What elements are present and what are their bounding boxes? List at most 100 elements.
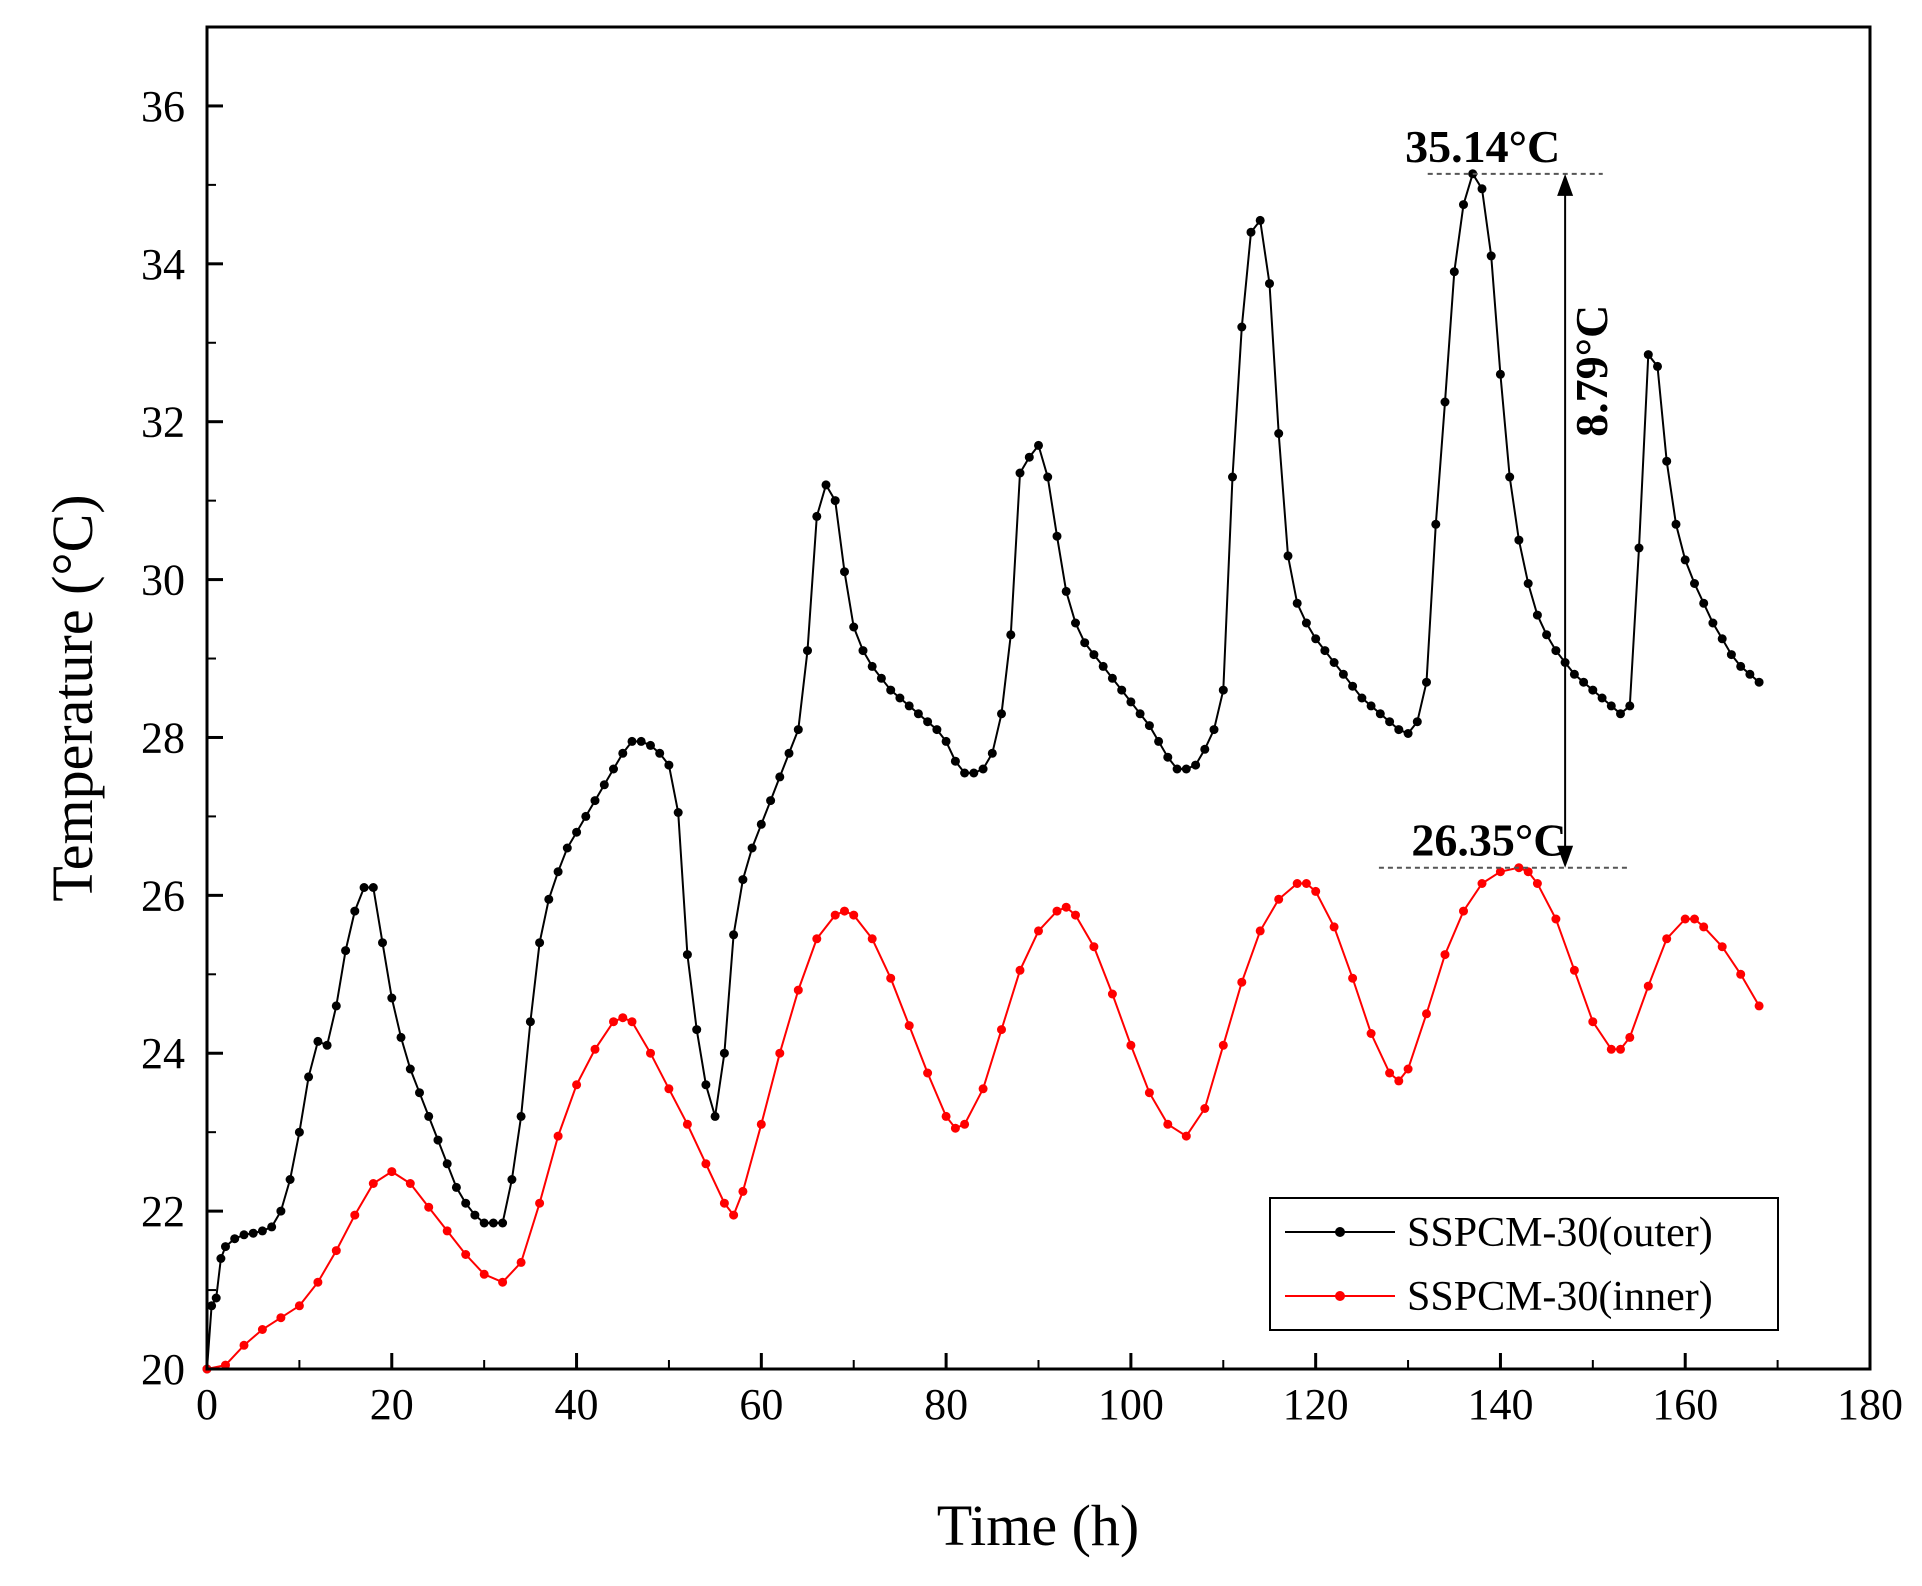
data-point-outer	[359, 883, 369, 892]
data-point-outer	[1292, 598, 1302, 608]
data-point-outer	[646, 740, 655, 750]
data-point-inner	[1754, 1001, 1764, 1011]
data-point-inner	[812, 934, 822, 944]
data-point-outer	[1301, 618, 1311, 628]
data-point-outer	[341, 946, 351, 956]
data-point-outer	[1080, 638, 1090, 648]
data-point-inner	[1385, 1068, 1395, 1078]
data-point-outer	[821, 480, 831, 490]
data-point-outer	[729, 930, 739, 940]
data-point-outer	[507, 1175, 517, 1184]
data-point-outer	[207, 1301, 217, 1311]
data-point-inner	[950, 1123, 960, 1133]
data-point-outer	[535, 938, 545, 948]
data-point-outer	[858, 646, 868, 656]
data-point-outer	[239, 1230, 249, 1240]
series-layer	[202, 169, 1764, 1374]
x-tick-label: 180	[1837, 1380, 1903, 1429]
data-point-inner	[1643, 981, 1653, 991]
data-point-outer	[784, 748, 794, 758]
x-tick-label: 20	[370, 1380, 414, 1429]
data-point-inner	[1477, 879, 1487, 888]
data-point-outer	[350, 906, 360, 916]
data-point-inner	[1394, 1076, 1404, 1086]
data-point-outer	[257, 1226, 267, 1236]
x-tick-label: 40	[555, 1380, 599, 1429]
data-point-inner	[1403, 1064, 1413, 1074]
data-point-outer	[1329, 658, 1339, 667]
data-point-outer	[1643, 350, 1653, 360]
data-point-inner	[1625, 1032, 1635, 1042]
data-point-outer	[1218, 685, 1228, 695]
data-point-outer	[1228, 472, 1237, 482]
data-point-outer	[553, 867, 563, 877]
data-point-inner	[350, 1210, 360, 1220]
data-point-outer	[1468, 169, 1478, 179]
data-point-inner	[941, 1111, 951, 1121]
data-point-outer	[216, 1254, 226, 1263]
data-point-outer	[396, 1032, 406, 1042]
data-point-inner	[1616, 1044, 1625, 1054]
data-point-outer	[1754, 677, 1764, 687]
data-point-inner	[738, 1186, 748, 1196]
data-point-inner	[775, 1048, 785, 1058]
data-point-outer	[1274, 429, 1284, 438]
data-point-inner	[1071, 910, 1080, 920]
data-point-outer	[267, 1222, 277, 1232]
data-point-inner	[609, 1017, 618, 1027]
data-point-outer	[1588, 685, 1598, 695]
data-point-outer	[1338, 669, 1348, 679]
data-point-outer	[368, 883, 378, 892]
data-point-outer	[1357, 693, 1367, 703]
legend-label-outer: SSPCM-30(outer)	[1407, 1210, 1713, 1256]
data-point-outer	[572, 827, 582, 837]
data-point-inner	[1422, 1009, 1431, 1019]
x-tick-label: 100	[1098, 1380, 1164, 1429]
data-point-outer	[1163, 752, 1173, 762]
data-point-outer	[932, 725, 942, 735]
data-point-inner	[313, 1277, 323, 1287]
data-point-outer	[1505, 472, 1515, 482]
data-point-inner	[1495, 867, 1505, 877]
data-point-inner	[1440, 950, 1450, 960]
data-point-outer	[1625, 701, 1635, 711]
data-point-inner	[1200, 1104, 1210, 1113]
data-point-outer	[1265, 279, 1274, 289]
x-tick-label: 0	[196, 1380, 218, 1429]
data-point-outer	[1034, 440, 1043, 450]
data-point-inner	[997, 1025, 1006, 1035]
y-tick-label: 20	[141, 1345, 185, 1394]
data-point-outer	[1569, 669, 1579, 679]
data-point-outer	[627, 736, 637, 746]
data-point-inner	[572, 1080, 582, 1090]
data-point-inner	[867, 934, 877, 944]
data-point-inner	[904, 1021, 914, 1031]
data-point-inner	[1052, 906, 1062, 916]
data-point-outer	[1191, 760, 1201, 770]
data-point-outer	[442, 1159, 452, 1169]
data-point-outer	[590, 796, 600, 806]
data-point-outer	[1662, 456, 1672, 466]
data-point-inner	[701, 1159, 711, 1169]
data-point-outer	[655, 748, 665, 758]
data-point-inner	[405, 1179, 415, 1188]
data-point-outer	[886, 685, 896, 695]
data-point-inner	[1736, 969, 1746, 979]
data-point-inner	[479, 1269, 489, 1279]
data-point-outer	[581, 811, 591, 821]
data-point-inner	[1126, 1040, 1136, 1050]
data-point-outer	[322, 1040, 332, 1050]
data-point-outer	[599, 780, 609, 790]
data-point-inner	[886, 973, 896, 983]
data-point-outer	[544, 894, 554, 904]
data-point-inner	[1569, 965, 1579, 975]
data-point-outer	[1606, 701, 1616, 711]
data-point-outer	[498, 1218, 508, 1228]
data-point-outer	[1394, 725, 1404, 735]
data-point-inner	[1329, 922, 1339, 932]
data-point-outer	[636, 736, 646, 746]
data-point-outer	[1616, 709, 1625, 719]
data-point-outer	[664, 760, 674, 770]
data-point-inner	[553, 1131, 563, 1141]
